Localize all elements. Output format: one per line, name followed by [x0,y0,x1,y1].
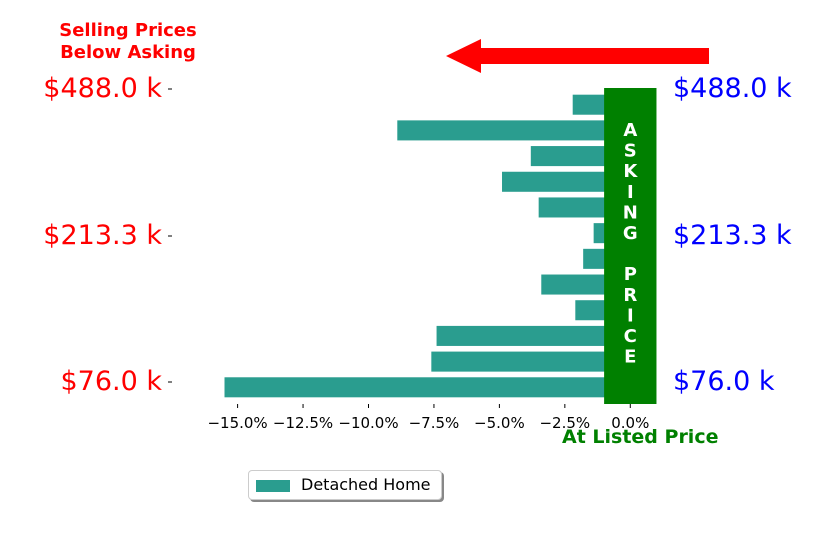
left-price-label-top: $488.0 k [43,73,162,104]
below-asking-line-2: Below Asking [60,42,196,63]
bar-10 [436,325,631,346]
legend-label: Detached Home [301,475,431,494]
x-tick-label: −7.5% [409,414,460,432]
right-price-label-bottom: $76.0 k [673,366,775,397]
x-tick-label: −10.0% [338,414,398,432]
x-axis-ticks: −15.0% −12.5% −10.0% −7.5% −5.0% −2.5% 0.0% [207,404,649,432]
x-tick-label: −15.0% [207,414,267,432]
right-price-label-middle: $213.3 k [673,220,792,251]
left-arrow [446,39,709,73]
bar-11 [431,351,631,372]
at-listed-price-annotation: At Listed Price [562,426,719,448]
bar-4 [502,171,631,192]
bar-2 [397,120,631,141]
x-tick-label: −2.5% [539,414,590,432]
right-price-label-top: $488.0 k [673,73,792,104]
y-tick-marks [168,88,172,383]
bar-group [224,94,631,398]
arrow-icon [446,39,709,73]
legend: Detached Home [248,470,442,500]
below-asking-line-1: Selling Prices [59,20,197,41]
left-price-label-middle: $213.3 k [43,220,162,251]
legend-swatch [256,480,290,492]
x-tick-label: 0.0% [611,414,649,432]
x-tick-label: −12.5% [273,414,333,432]
asking-price-band [604,88,657,404]
below-asking-annotation: Selling Prices Below Asking [28,20,228,64]
left-price-label-bottom: $76.0 k [60,366,162,397]
x-tick-label: −5.0% [474,414,525,432]
bar-12 [224,377,631,398]
